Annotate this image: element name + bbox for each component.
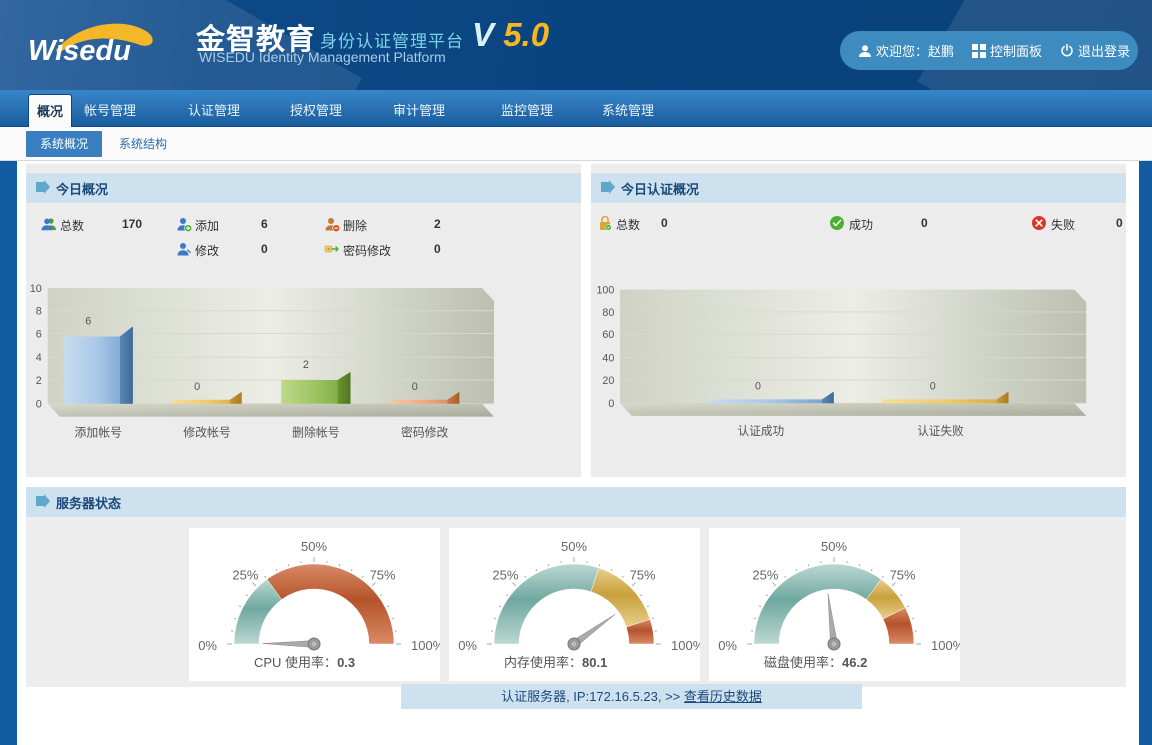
svg-text:认证失败: 认证失败 (917, 424, 964, 438)
svg-text:0%: 0% (718, 638, 737, 653)
svg-text:0: 0 (36, 399, 42, 411)
svg-text:60: 60 (602, 329, 614, 341)
svg-text:0: 0 (412, 381, 418, 393)
svg-text:100%: 100% (411, 638, 440, 653)
svg-text:删除帐号: 删除帐号 (292, 425, 340, 439)
svg-text:0: 0 (194, 381, 200, 393)
svg-text:75%: 75% (370, 567, 396, 582)
svg-text:修改帐号: 修改帐号 (183, 425, 231, 439)
svg-text:10: 10 (30, 283, 42, 295)
svg-text:0%: 0% (198, 638, 217, 653)
svg-text:6: 6 (36, 328, 42, 340)
svg-text:25%: 25% (752, 567, 778, 582)
svg-text:密码修改: 密码修改 (401, 425, 449, 439)
svg-text:2: 2 (303, 359, 309, 371)
svg-text:0: 0 (755, 381, 761, 393)
svg-text:8: 8 (36, 306, 42, 318)
svg-text:认证成功: 认证成功 (738, 425, 785, 438)
svg-text:20: 20 (602, 375, 614, 387)
svg-text:25%: 25% (232, 567, 258, 582)
svg-text:2: 2 (36, 375, 42, 387)
svg-text:50%: 50% (821, 539, 847, 554)
svg-text:75%: 75% (630, 567, 656, 582)
svg-text:0: 0 (930, 381, 936, 393)
svg-text:100%: 100% (671, 638, 700, 653)
svg-text:40: 40 (602, 352, 614, 364)
svg-text:100: 100 (596, 284, 614, 296)
svg-text:50%: 50% (301, 539, 327, 554)
svg-text:25%: 25% (492, 567, 518, 582)
svg-text:80: 80 (602, 307, 614, 319)
svg-text:100%: 100% (931, 638, 960, 653)
svg-text:添加帐号: 添加帐号 (74, 425, 122, 439)
svg-text:4: 4 (36, 352, 42, 364)
svg-text:50%: 50% (561, 539, 587, 554)
svg-text:0%: 0% (458, 638, 477, 653)
svg-text:6: 6 (85, 316, 91, 328)
svg-text:0: 0 (608, 398, 614, 410)
svg-text:75%: 75% (890, 567, 916, 582)
svg-text:Wisedu: Wisedu (28, 35, 131, 67)
